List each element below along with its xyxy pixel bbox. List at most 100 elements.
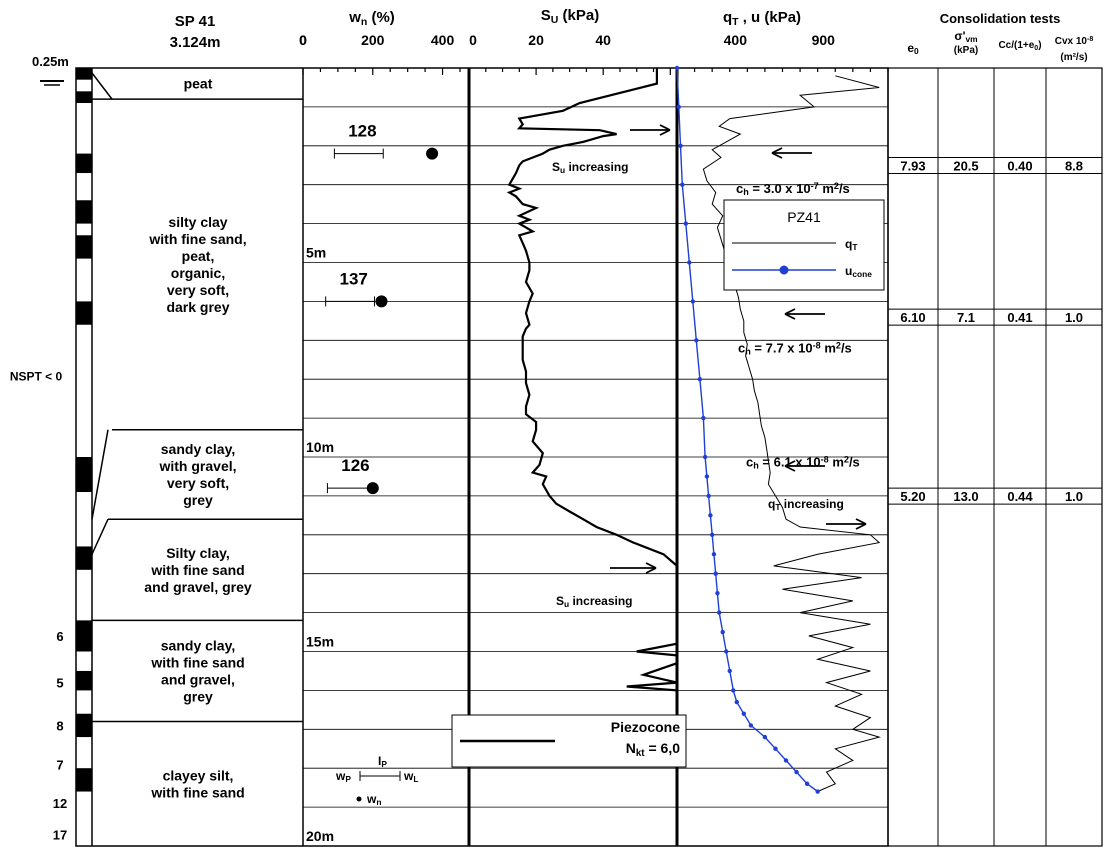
wn-legend-wp: wP (335, 769, 351, 784)
su-tick-label: 20 (528, 32, 544, 48)
cons-cell: 1.0 (1065, 489, 1083, 504)
qt-panel: qT , u (kPa) 400 900 ch = 3.0 x 10-7 m2/s ch… (674, 9, 889, 794)
cons-cell: 7.1 (957, 310, 975, 325)
u-point (694, 338, 699, 343)
nspt-value: 6 (56, 629, 63, 644)
wn-point (366, 482, 379, 495)
cons-cell: 1.0 (1065, 310, 1083, 325)
sample-bar-black (76, 620, 92, 652)
u-point (680, 182, 685, 187)
u-point (727, 668, 732, 674)
ip-label: 128 (348, 122, 376, 141)
u-point (815, 789, 820, 794)
u-point (720, 629, 725, 635)
water-level-label: 0.25m (32, 54, 69, 69)
u-point (773, 746, 778, 751)
u-point (702, 454, 708, 460)
u-point (676, 104, 681, 110)
depth-label: 5m (306, 245, 326, 261)
qt-annotation: qT increasing (768, 497, 844, 512)
u-point (674, 65, 680, 71)
u-point (731, 688, 736, 693)
u-point (701, 415, 706, 421)
wn-point (375, 295, 388, 308)
piezocone-legend-name: Piezocone (611, 719, 680, 735)
pz-legend-box (723, 199, 885, 291)
layer-label: Silty clay, with fine sand and gravel, gre… (144, 545, 252, 595)
consolidation-title: Consolidation tests (940, 11, 1061, 26)
u-point (762, 734, 768, 740)
nspt-label: NSPT < 0 (10, 369, 63, 383)
sample-bar-black (76, 713, 92, 738)
sample-bar-black (76, 768, 92, 792)
layer-boundary (91, 72, 113, 100)
u-point (783, 758, 789, 763)
u-point (683, 221, 688, 226)
log-group: NSPT < 0 6 5 8 7 12 17 peat silty clay with fine … (10, 68, 303, 842)
su-panel: SU (kPa) 0 20 40 Su increasing Su increasing P… (451, 7, 687, 768)
header-group: SP 41 3.124m 0.25m Consolidation tests (32, 11, 1060, 69)
qt-arrow (784, 308, 796, 320)
cons-cell: 7.93 (900, 158, 925, 173)
u-point (734, 699, 739, 705)
u-point (715, 590, 720, 596)
wn-legend-wn: wn (366, 792, 381, 807)
cons-cell: 0.44 (1007, 489, 1033, 504)
su-annotation: Su increasing (552, 160, 629, 175)
qt-line (702, 75, 882, 792)
qt-arrow (855, 518, 867, 530)
u-point (741, 711, 747, 716)
depth-label: 10m (306, 439, 334, 455)
layer-label: peat (184, 76, 213, 92)
sample-bar-black (76, 91, 92, 104)
cons-cell: 6.10 (900, 310, 925, 325)
u-point (706, 493, 711, 499)
qt-arrow (771, 147, 783, 159)
pz-legend-u: ucone (845, 264, 872, 279)
u-point (724, 649, 729, 654)
cons-cell: 0.40 (1007, 158, 1032, 173)
wn-tick-label: 0 (299, 32, 307, 48)
wn-tick-label: 0 (299, 32, 307, 48)
su-arrow (645, 562, 657, 574)
layer-label: clayey silt, with fine sand (150, 767, 244, 800)
layer-label: sandy clay, with fine sand and gravel, grey (150, 637, 244, 704)
wn-axis-label: wn (%) (348, 9, 395, 28)
wn-legend-dot (356, 796, 362, 802)
cons-cell: 5.20 (900, 489, 925, 504)
u-point (709, 532, 715, 537)
u-point (687, 260, 692, 265)
cons-cell: 20.5 (953, 158, 978, 173)
pz-legend-qt: qT (845, 237, 858, 252)
pz-legend-title: PZ41 (787, 209, 821, 225)
u-point (704, 474, 710, 479)
u-point (697, 377, 703, 382)
su-tick-label: 40 (595, 32, 611, 48)
wn-tick-label: 200 (361, 32, 385, 48)
su-line (506, 68, 679, 722)
sample-bar-black (76, 546, 92, 570)
nspt-value: 7 (56, 757, 63, 772)
nspt-value: 5 (56, 676, 63, 691)
cons-header-cc: Cc/(1+e0) (998, 40, 1041, 52)
piezocone-legend-nkt: Nkt = 6,0 (626, 740, 680, 759)
qt-tick-label: 400 (724, 32, 748, 48)
wn-legend-ip: IP (378, 754, 387, 769)
layer-boundary (91, 518, 109, 555)
u-point (690, 299, 696, 304)
ip-label: 137 (339, 269, 367, 288)
cons-header-cv: Cvx 10-8 (1055, 36, 1094, 47)
cons-cell: 8.8 (1065, 158, 1083, 173)
sample-bar-black (76, 670, 92, 691)
cons-cell: 0.41 (1007, 310, 1032, 325)
layer-label: sandy clay, with gravel, very soft, grey (158, 441, 236, 508)
nspt-value: 17 (53, 827, 67, 842)
ip-label: 126 (341, 456, 369, 475)
ch-annotation: ch = 3.0 x 10-7 m2/s (736, 181, 850, 197)
sample-bar-black (76, 457, 92, 493)
wn-point (426, 147, 439, 160)
u-point (794, 769, 799, 775)
u-point (804, 781, 810, 786)
sample-bar-black (76, 153, 92, 174)
